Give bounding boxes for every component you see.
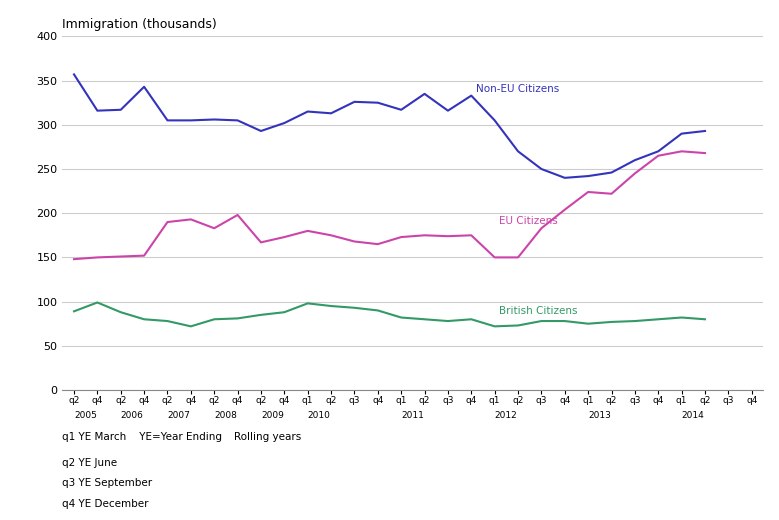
Text: 2005: 2005 [74, 411, 97, 420]
Text: 2008: 2008 [214, 411, 237, 420]
Text: 2010: 2010 [308, 411, 330, 420]
Text: q3 YE September: q3 YE September [62, 478, 153, 488]
Text: Non-EU Citizens: Non-EU Citizens [476, 84, 559, 94]
Text: 2014: 2014 [682, 411, 704, 420]
Text: 2011: 2011 [401, 411, 424, 420]
Text: 2009: 2009 [261, 411, 284, 420]
Text: Rolling years: Rolling years [234, 432, 301, 441]
Text: 2007: 2007 [167, 411, 190, 420]
Text: British Citizens: British Citizens [499, 306, 578, 316]
Text: q2 YE June: q2 YE June [62, 458, 118, 467]
Text: Immigration (thousands): Immigration (thousands) [62, 18, 217, 31]
Text: 2012: 2012 [495, 411, 517, 420]
Text: EU Citizens: EU Citizens [499, 216, 558, 226]
Text: q4 YE December: q4 YE December [62, 499, 149, 509]
Text: 2006: 2006 [121, 411, 143, 420]
Text: 2013: 2013 [588, 411, 611, 420]
Text: q1 YE March    YE=Year Ending: q1 YE March YE=Year Ending [62, 432, 222, 441]
